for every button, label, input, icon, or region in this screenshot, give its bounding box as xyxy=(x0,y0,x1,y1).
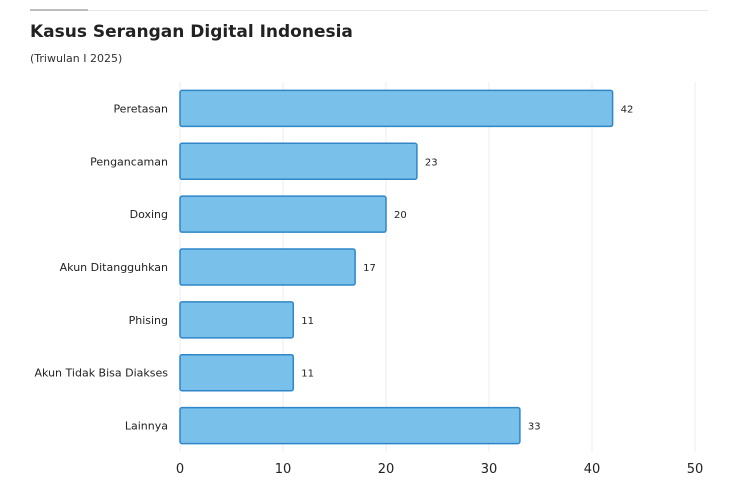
bar-lainnya xyxy=(179,406,521,445)
x-tick-label: 20 xyxy=(378,462,395,477)
value-label: 23 xyxy=(425,157,438,168)
x-tick-label: 10 xyxy=(275,462,292,477)
bar-akun-ditangguhkan xyxy=(179,248,356,286)
bar-phising xyxy=(179,301,295,339)
bar-doxing xyxy=(179,195,387,233)
value-label: 33 xyxy=(528,422,541,433)
value-label: 42 xyxy=(621,104,634,115)
value-label: 11 xyxy=(301,316,314,327)
x-axis-ticks: 0 10 20 30 40 50 xyxy=(176,462,703,477)
value-label: 17 xyxy=(363,263,376,274)
category-label: Doxing xyxy=(130,208,168,221)
category-labels: Peretasan Pengancaman Doxing Akun Ditangguh… xyxy=(35,102,169,432)
category-label: Pengancaman xyxy=(90,155,168,168)
value-label: 20 xyxy=(394,210,407,221)
bars xyxy=(179,89,614,445)
value-labels: 42 23 20 17 11 11 33 xyxy=(301,104,633,432)
category-label: Lainnya xyxy=(125,420,168,433)
value-label: 11 xyxy=(301,369,314,380)
category-label: Peretasan xyxy=(113,102,168,115)
x-tick-label: 30 xyxy=(481,462,498,477)
category-label: Akun Tidak Bisa Diakses xyxy=(35,367,169,380)
chart-subtitle: (Triwulan I 2025) xyxy=(30,52,123,65)
bar-peretasan xyxy=(179,89,614,128)
top-divider xyxy=(30,10,708,11)
top-divider-accent xyxy=(30,9,88,11)
category-label: Phising xyxy=(129,314,168,327)
x-tick-label: 40 xyxy=(584,462,601,477)
bar-akun-tidak-bisa-diakses xyxy=(179,353,295,392)
x-tick-label: 0 xyxy=(176,462,184,477)
x-tick-label: 50 xyxy=(687,462,704,477)
category-label: Akun Ditangguhkan xyxy=(60,261,168,274)
bar-pengancaman xyxy=(179,142,418,181)
chart-title: Kasus Serangan Digital Indonesia xyxy=(30,22,353,42)
